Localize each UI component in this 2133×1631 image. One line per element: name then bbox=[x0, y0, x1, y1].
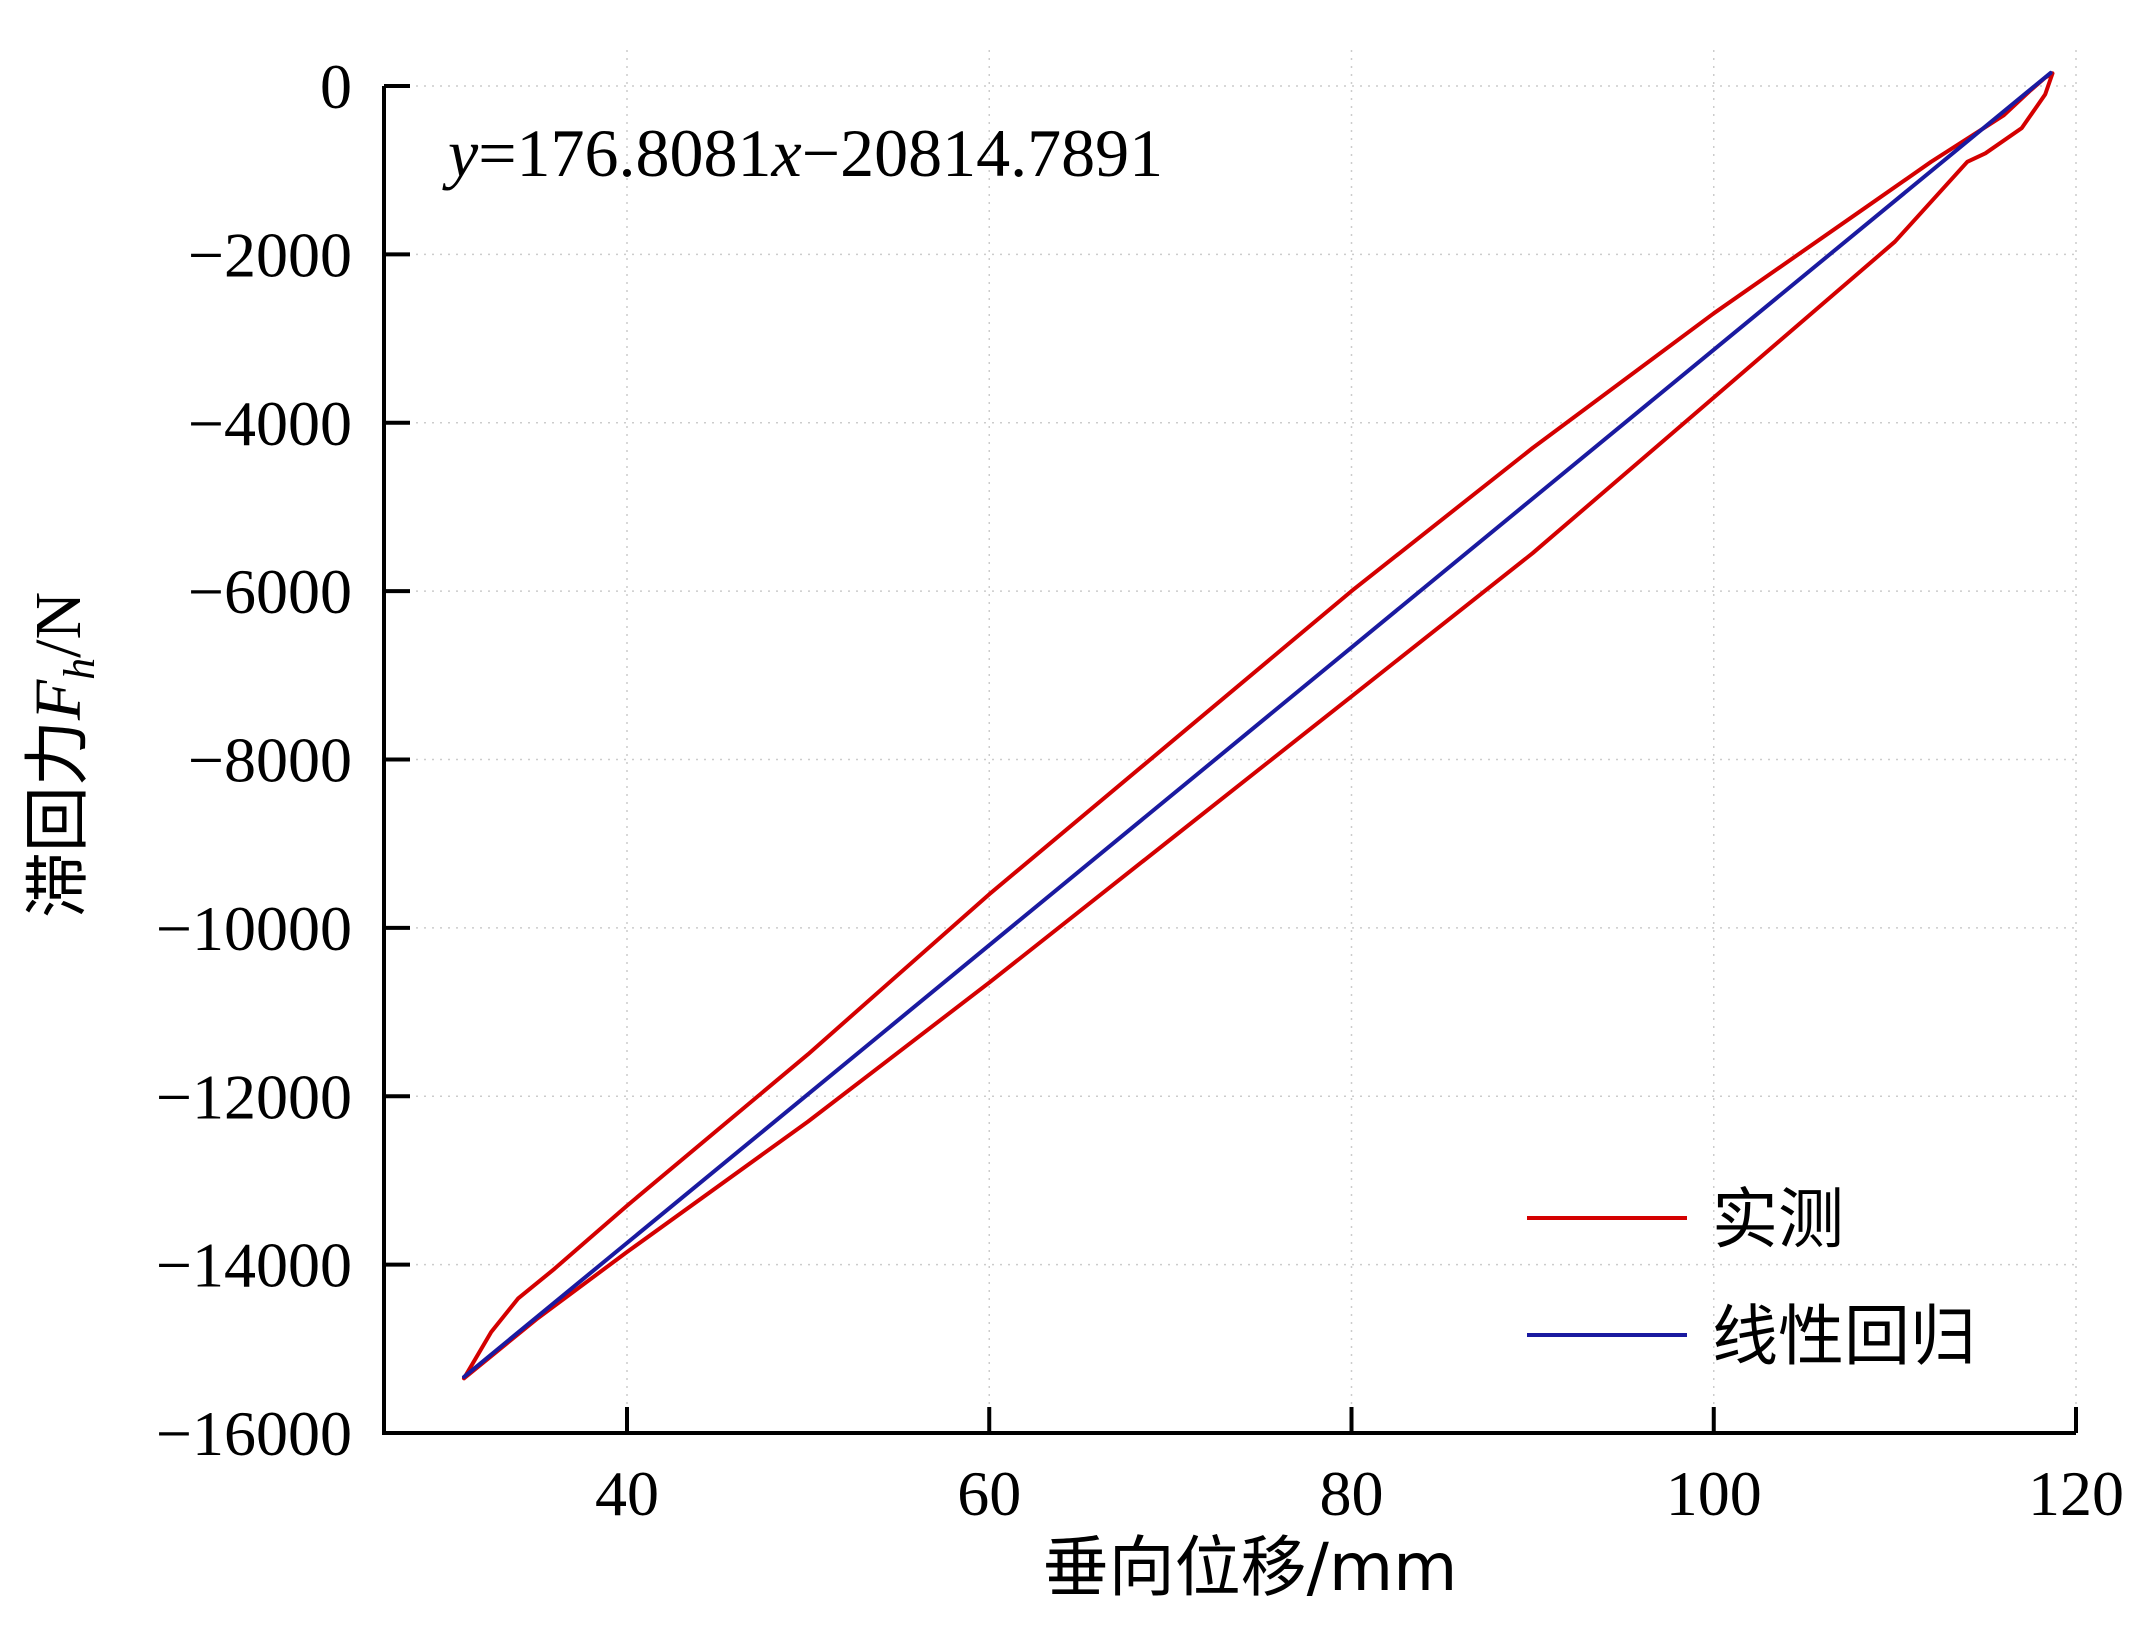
y-axis-title-subscript: h bbox=[55, 658, 104, 680]
y-tick-label: −4000 bbox=[188, 388, 352, 459]
y-tick-label: −6000 bbox=[188, 556, 352, 627]
equation-slope: =176.8081 bbox=[478, 115, 771, 191]
grid bbox=[384, 50, 2077, 1433]
y-tick-label: 0 bbox=[320, 51, 352, 122]
y-axis-title-symbol: F bbox=[22, 679, 95, 721]
y-ticks: 0 −2000 −4000 −6000 −8000 −10000 −12000 −14000 −… bbox=[156, 51, 410, 1469]
y-axis-title: 滞回力Fh/N bbox=[19, 592, 104, 918]
x-tick-label: 40 bbox=[595, 1458, 659, 1529]
equation-y: y bbox=[442, 115, 479, 191]
x-tick-label: 80 bbox=[1320, 1458, 1384, 1529]
series-line-regression bbox=[462, 70, 2053, 1379]
y-axis-title-unit: /N bbox=[22, 592, 95, 658]
x-tick-label: 120 bbox=[2028, 1458, 2124, 1529]
legend-label-measured: 实测 bbox=[1712, 1181, 1844, 1258]
y-tick-label: −8000 bbox=[188, 725, 352, 796]
y-tick-label: −2000 bbox=[188, 219, 352, 290]
equation-x: x bbox=[771, 115, 802, 191]
x-tick-label: 60 bbox=[957, 1458, 1021, 1529]
series bbox=[462, 70, 2055, 1381]
y-tick-label: −14000 bbox=[156, 1230, 352, 1301]
y-tick-label: −12000 bbox=[156, 1061, 352, 1132]
y-tick-label: −10000 bbox=[156, 893, 352, 964]
equation-annotation: y=176.8081x−20814.7891 bbox=[442, 115, 1163, 191]
equation-intercept: −20814.7891 bbox=[802, 115, 1163, 191]
x-axis-title: 垂向位移/mm bbox=[1043, 1529, 1458, 1606]
legend-label-regression: 线性回归 bbox=[1712, 1298, 1976, 1375]
y-axis-title-prefix: 滞回力 bbox=[19, 720, 96, 918]
legend: 实测 线性回归 bbox=[1527, 1181, 1976, 1375]
y-tick-label: −16000 bbox=[156, 1398, 352, 1469]
x-tick-label: 100 bbox=[1666, 1458, 1762, 1529]
x-ticks: 40 60 80 100 120 bbox=[595, 1407, 2124, 1529]
